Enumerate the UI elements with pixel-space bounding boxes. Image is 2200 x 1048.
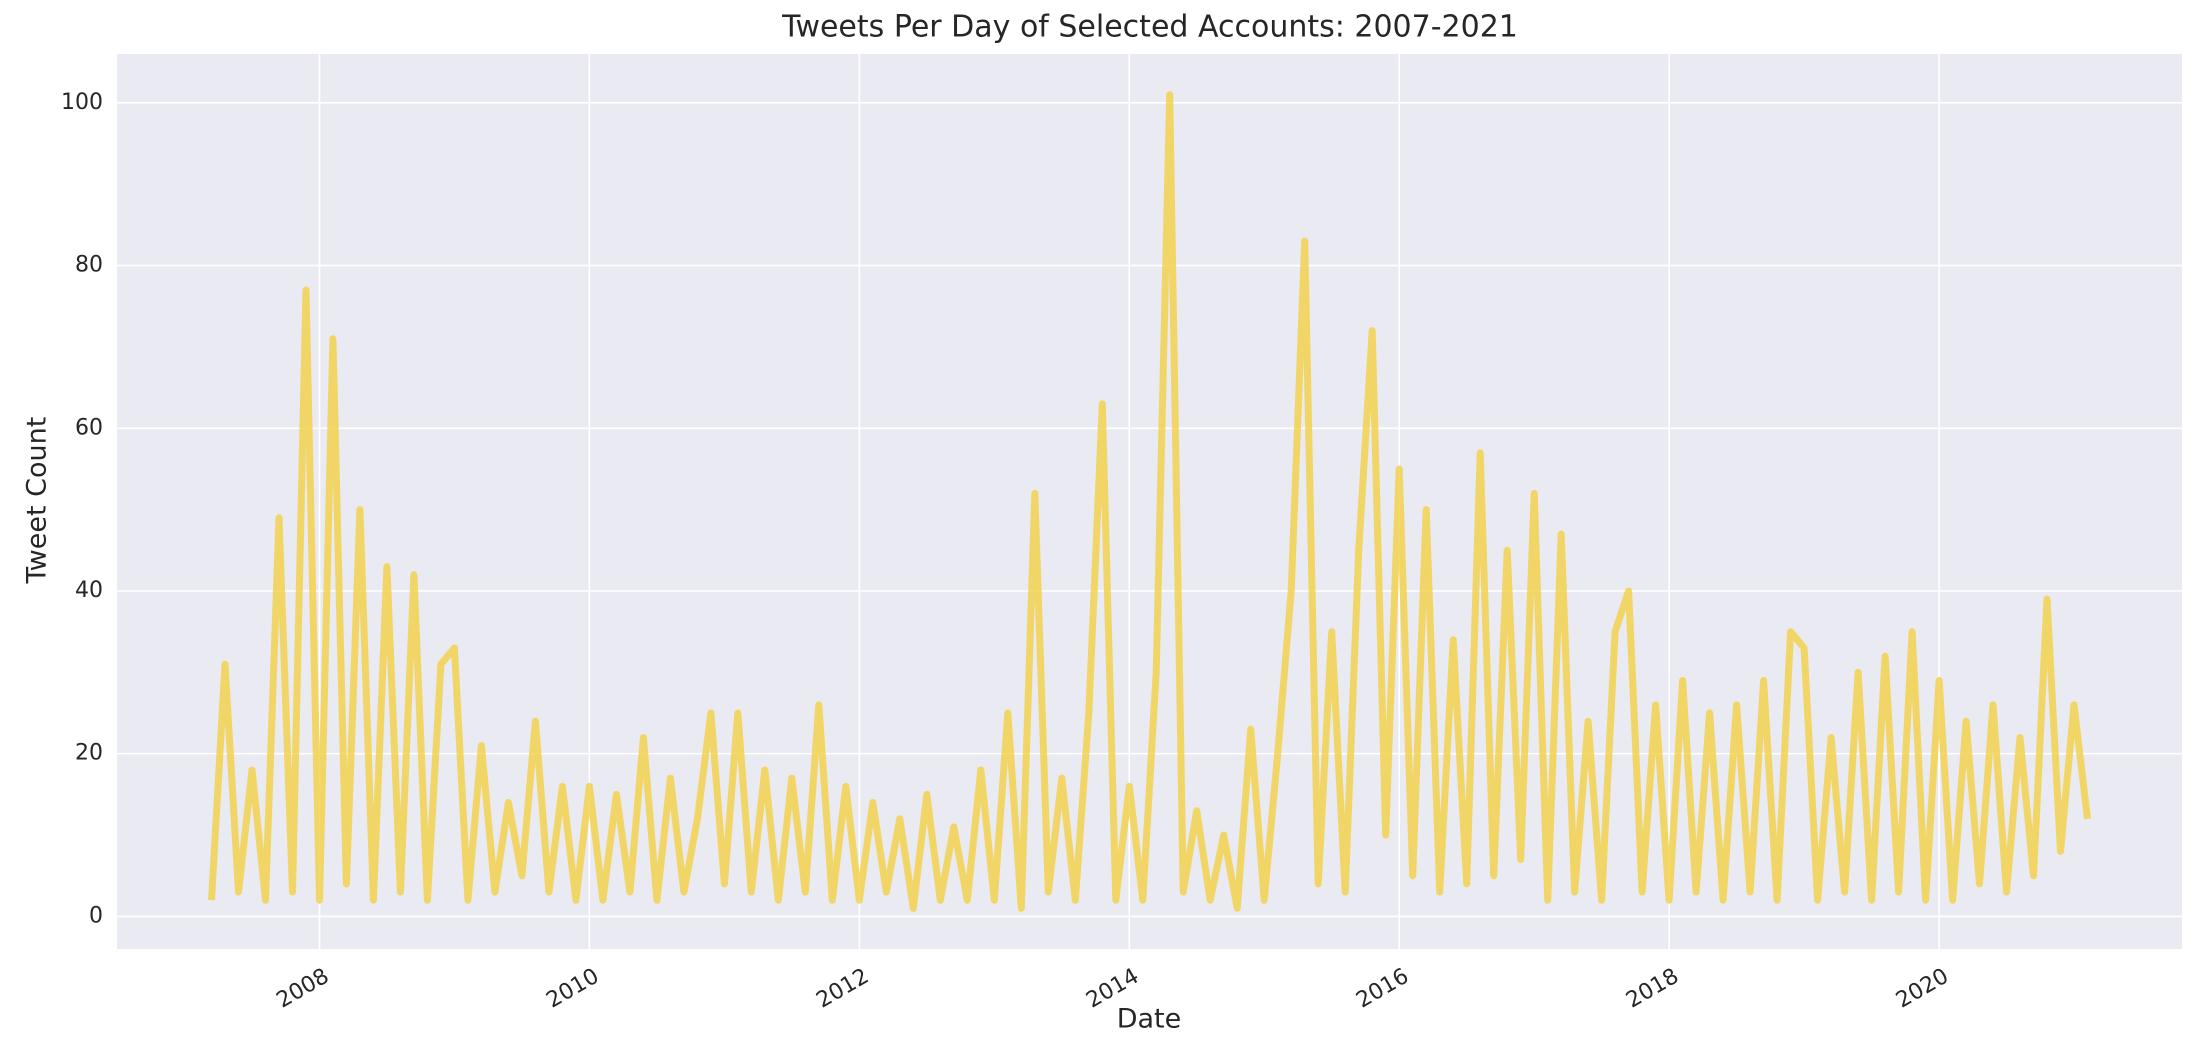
y-tick-label: 80 [75,253,103,278]
x-tick-label: 2012 [812,964,873,1014]
y-tick-label: 20 [75,741,103,766]
y-tick-label: 40 [75,578,103,603]
x-tick-label: 2020 [1892,964,1953,1014]
y-tick-label: 100 [61,90,103,115]
chart-title: Tweets Per Day of Selected Accounts: 200… [781,10,1518,45]
x-tick-label: 2018 [1622,964,1683,1014]
x-axis-label: Date [1117,1004,1182,1035]
x-tick-label: 2008 [272,964,333,1014]
line [208,91,2091,912]
x-tick-label: 2010 [542,964,603,1014]
y-tick-label: 60 [75,415,103,440]
x-tick-label: 2016 [1352,964,1413,1014]
y-tick-label: 0 [89,903,103,928]
y-axis-label: Tweet Count [22,417,53,585]
